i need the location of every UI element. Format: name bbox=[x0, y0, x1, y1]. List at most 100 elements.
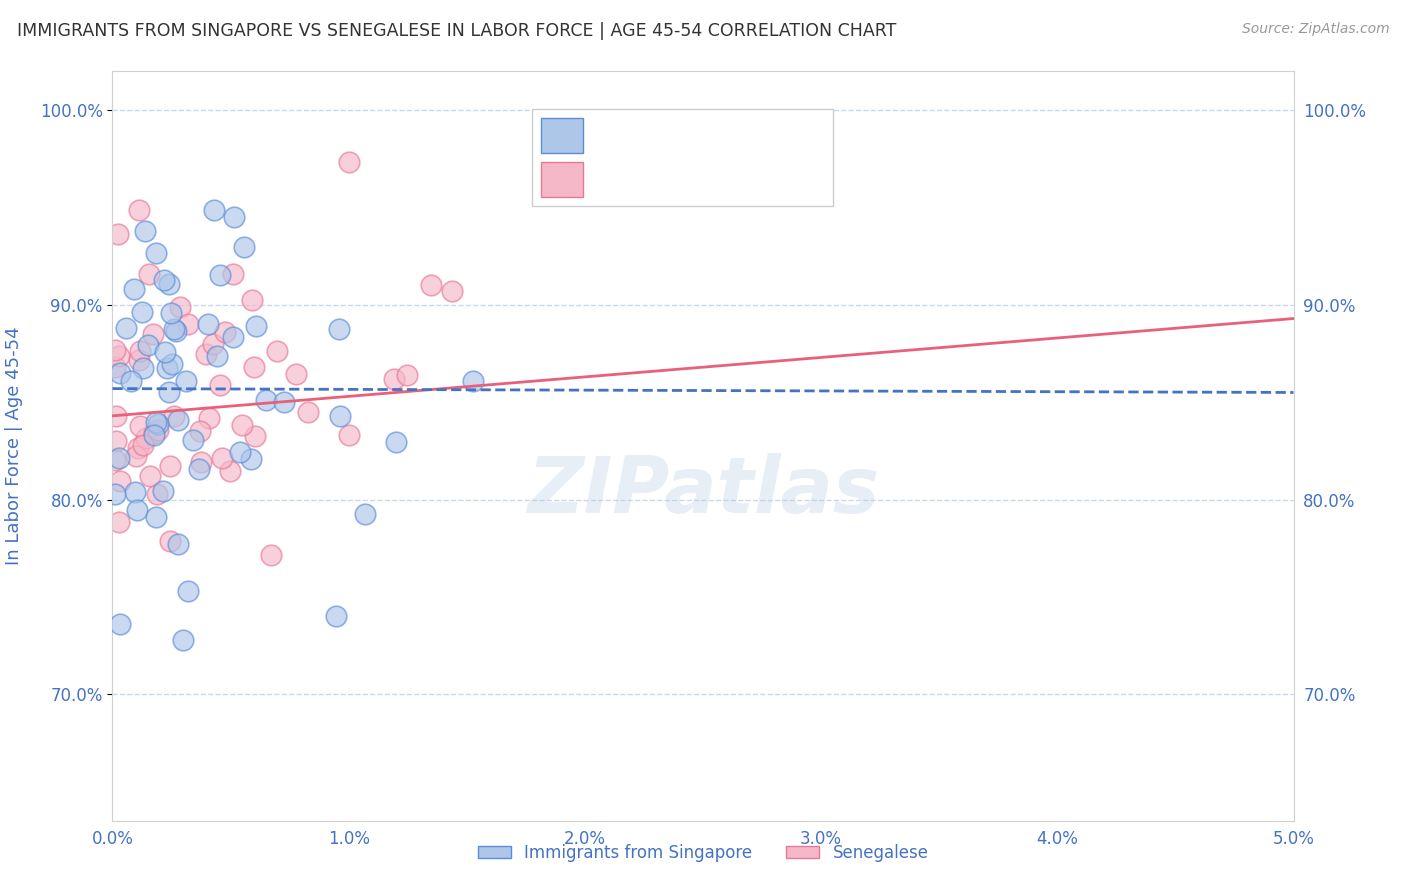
Point bbox=[242, 360, 264, 375]
Point bbox=[129, 344, 152, 359]
Point bbox=[134, 224, 156, 238]
Point bbox=[354, 508, 377, 522]
Point bbox=[240, 293, 263, 307]
Point bbox=[132, 361, 155, 376]
Point bbox=[160, 357, 183, 371]
Point bbox=[229, 445, 252, 459]
Point bbox=[104, 343, 127, 357]
Point bbox=[243, 428, 266, 442]
Point bbox=[159, 533, 181, 548]
Point bbox=[163, 322, 186, 336]
Point bbox=[339, 427, 361, 442]
Point bbox=[135, 431, 157, 445]
Point bbox=[254, 392, 277, 407]
Point bbox=[143, 425, 166, 440]
Point bbox=[202, 202, 225, 217]
Point bbox=[209, 378, 232, 392]
Point bbox=[145, 246, 167, 260]
Point bbox=[211, 450, 233, 465]
Point bbox=[395, 368, 418, 383]
Point bbox=[190, 455, 212, 469]
Point bbox=[128, 353, 150, 368]
Point bbox=[142, 326, 165, 341]
Legend: Immigrants from Singapore, Senegalese: Immigrants from Singapore, Senegalese bbox=[471, 838, 935, 869]
Point bbox=[202, 336, 225, 351]
Point bbox=[205, 349, 228, 363]
Point bbox=[188, 461, 211, 475]
Text: ZIPatlas: ZIPatlas bbox=[527, 453, 879, 529]
Point bbox=[104, 487, 127, 501]
Point bbox=[165, 324, 187, 338]
Point bbox=[145, 510, 167, 524]
Point bbox=[328, 322, 350, 336]
Point bbox=[145, 416, 167, 430]
Point bbox=[108, 366, 131, 380]
Point bbox=[127, 441, 149, 455]
Point bbox=[107, 227, 129, 241]
Point bbox=[128, 202, 150, 217]
Point bbox=[138, 267, 160, 281]
Point bbox=[214, 325, 236, 339]
Point bbox=[384, 434, 406, 449]
Point bbox=[120, 374, 142, 388]
Point bbox=[222, 267, 245, 281]
Point bbox=[176, 317, 198, 331]
Point bbox=[232, 240, 254, 254]
Point bbox=[138, 468, 160, 483]
Point bbox=[231, 418, 253, 433]
Point bbox=[329, 409, 352, 424]
Point bbox=[127, 503, 149, 517]
Point bbox=[461, 374, 484, 388]
Point bbox=[163, 409, 186, 423]
Point bbox=[142, 427, 165, 442]
Point bbox=[273, 395, 295, 409]
Point bbox=[136, 337, 159, 351]
Point bbox=[108, 475, 131, 489]
Point bbox=[195, 347, 218, 361]
Point bbox=[222, 210, 245, 224]
Point bbox=[169, 300, 191, 314]
Point bbox=[181, 433, 204, 447]
Point bbox=[176, 583, 198, 598]
Point bbox=[108, 616, 131, 631]
Point bbox=[145, 486, 167, 500]
Point bbox=[156, 360, 179, 375]
Point bbox=[245, 319, 267, 334]
Point bbox=[146, 423, 169, 437]
Point bbox=[153, 345, 176, 359]
Point bbox=[122, 282, 145, 296]
Point bbox=[146, 417, 169, 432]
Point bbox=[239, 452, 262, 467]
Point bbox=[337, 155, 360, 169]
Point bbox=[441, 284, 464, 298]
Point bbox=[104, 453, 127, 467]
Point bbox=[266, 343, 288, 358]
Point bbox=[197, 317, 219, 331]
Point bbox=[219, 464, 242, 478]
Point bbox=[104, 434, 127, 448]
Point bbox=[108, 450, 131, 465]
Point bbox=[198, 410, 221, 425]
Point bbox=[172, 632, 194, 647]
Point bbox=[260, 549, 283, 563]
Point bbox=[129, 419, 152, 434]
Point bbox=[131, 304, 153, 318]
Y-axis label: In Labor Force | Age 45-54: In Labor Force | Age 45-54 bbox=[6, 326, 22, 566]
Point bbox=[108, 349, 131, 363]
Text: Source: ZipAtlas.com: Source: ZipAtlas.com bbox=[1241, 22, 1389, 37]
Point bbox=[132, 438, 155, 452]
Point bbox=[420, 277, 443, 292]
Point bbox=[104, 409, 127, 423]
Point bbox=[221, 329, 243, 343]
Point bbox=[188, 424, 211, 438]
Point bbox=[157, 384, 180, 399]
Point bbox=[159, 277, 181, 291]
Point bbox=[174, 375, 197, 389]
Point bbox=[297, 405, 319, 419]
Point bbox=[152, 483, 174, 498]
Point bbox=[159, 458, 181, 473]
Point bbox=[108, 515, 131, 529]
Point bbox=[115, 321, 138, 335]
Point bbox=[285, 368, 308, 382]
Point bbox=[125, 449, 148, 463]
